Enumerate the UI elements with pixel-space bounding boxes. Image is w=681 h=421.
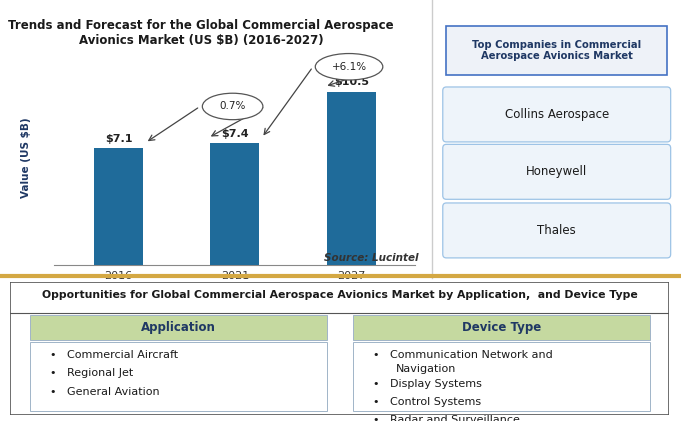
Text: Source: Lucintel: Source: Lucintel <box>324 253 419 263</box>
Bar <box>327 91 376 265</box>
FancyBboxPatch shape <box>30 342 327 411</box>
Ellipse shape <box>202 93 263 120</box>
Text: Honeywell: Honeywell <box>526 165 587 179</box>
Text: •   Regional Jet: • Regional Jet <box>50 368 133 378</box>
Ellipse shape <box>315 53 383 80</box>
Text: $7.1: $7.1 <box>105 133 132 144</box>
Text: Opportunities for Global Commercial Aerospace Avionics Market by Application,  a: Opportunities for Global Commercial Aero… <box>42 290 637 300</box>
Text: Top Companies in Commercial
Aerospace Avionics Market: Top Companies in Commercial Aerospace Av… <box>472 40 642 61</box>
Text: •   General Aviation: • General Aviation <box>50 387 159 397</box>
Bar <box>210 143 259 265</box>
Text: •   Commercial Aircraft: • Commercial Aircraft <box>50 350 178 360</box>
FancyBboxPatch shape <box>443 87 671 142</box>
Text: +6.1%: +6.1% <box>332 62 366 72</box>
Text: •   Control Systems: • Control Systems <box>373 397 481 407</box>
Text: $7.4: $7.4 <box>221 129 249 139</box>
FancyBboxPatch shape <box>10 282 669 415</box>
FancyBboxPatch shape <box>443 144 671 199</box>
Text: 0.7%: 0.7% <box>219 101 246 112</box>
Text: Value (US $B): Value (US $B) <box>21 117 31 198</box>
Text: Application: Application <box>141 321 216 334</box>
Text: Navigation: Navigation <box>396 364 456 373</box>
Text: Trends and Forecast for the Global Commercial Aerospace
Avionics Market (US $B) : Trends and Forecast for the Global Comme… <box>8 19 394 47</box>
Text: •   Display Systems: • Display Systems <box>373 379 481 389</box>
FancyBboxPatch shape <box>443 203 671 258</box>
Text: Collins Aerospace: Collins Aerospace <box>505 108 609 121</box>
FancyBboxPatch shape <box>353 342 650 411</box>
Text: •   Communication Network and: • Communication Network and <box>373 350 552 360</box>
FancyBboxPatch shape <box>30 315 327 341</box>
Bar <box>94 148 143 265</box>
Text: Device Type: Device Type <box>462 321 541 334</box>
FancyBboxPatch shape <box>353 315 650 341</box>
Text: $10.5: $10.5 <box>334 77 369 88</box>
Text: Thales: Thales <box>537 224 576 237</box>
Text: •   Radar and Surveillance: • Radar and Surveillance <box>373 415 520 421</box>
FancyBboxPatch shape <box>446 26 667 75</box>
